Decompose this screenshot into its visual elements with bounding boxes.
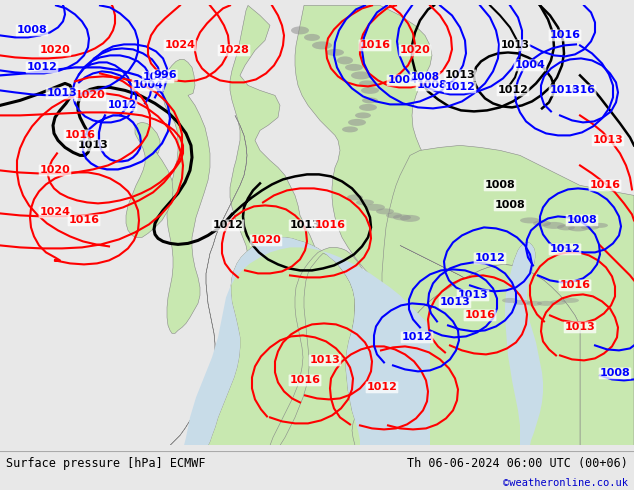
- Text: 1012: 1012: [108, 100, 136, 110]
- Text: 1008: 1008: [567, 216, 597, 225]
- Text: 1012: 1012: [212, 220, 243, 230]
- Text: 1013: 1013: [47, 88, 77, 98]
- Polygon shape: [430, 243, 543, 445]
- Ellipse shape: [393, 215, 411, 220]
- Text: 1016: 1016: [290, 375, 321, 386]
- Text: ©weatheronline.co.uk: ©weatheronline.co.uk: [503, 478, 628, 488]
- Polygon shape: [395, 265, 580, 445]
- Ellipse shape: [342, 126, 358, 132]
- Text: 1013: 1013: [593, 135, 623, 146]
- Ellipse shape: [526, 301, 542, 306]
- Text: 1013: 1013: [290, 220, 320, 230]
- Text: 1013: 1013: [565, 322, 595, 332]
- Text: 1004: 1004: [133, 80, 164, 90]
- Text: Surface pressure [hPa] ECMWF: Surface pressure [hPa] ECMWF: [6, 457, 206, 470]
- Ellipse shape: [351, 72, 371, 79]
- Text: 1004: 1004: [515, 60, 545, 71]
- Text: 1004: 1004: [387, 75, 418, 85]
- Text: 1012: 1012: [550, 245, 581, 254]
- Ellipse shape: [513, 300, 531, 305]
- Ellipse shape: [550, 300, 566, 305]
- Text: 1008: 1008: [410, 73, 439, 82]
- Ellipse shape: [356, 199, 374, 205]
- Ellipse shape: [326, 49, 344, 56]
- Text: 1020: 1020: [39, 46, 70, 55]
- Text: 1008: 1008: [417, 80, 448, 90]
- Text: 1013: 1013: [444, 71, 476, 80]
- Ellipse shape: [345, 64, 363, 71]
- Text: 1012: 1012: [475, 253, 505, 264]
- Text: 1016: 1016: [314, 220, 346, 230]
- Ellipse shape: [347, 195, 363, 200]
- Text: 1000: 1000: [143, 73, 173, 82]
- Text: 1012: 1012: [498, 85, 528, 96]
- Text: 1008: 1008: [600, 368, 630, 378]
- Text: 1020: 1020: [250, 235, 281, 245]
- Text: 1020: 1020: [399, 46, 430, 55]
- Text: 1016: 1016: [564, 85, 595, 96]
- Text: 1024: 1024: [39, 207, 70, 218]
- Text: 1016: 1016: [68, 216, 100, 225]
- Polygon shape: [230, 5, 362, 445]
- Ellipse shape: [592, 223, 608, 228]
- Text: 1013: 1013: [550, 85, 580, 96]
- Ellipse shape: [520, 218, 540, 223]
- Text: 1013: 1013: [500, 40, 529, 50]
- Polygon shape: [270, 247, 385, 445]
- Ellipse shape: [502, 298, 518, 303]
- Text: 1012: 1012: [366, 382, 398, 392]
- Polygon shape: [163, 59, 210, 333]
- Ellipse shape: [365, 204, 385, 211]
- Polygon shape: [126, 122, 173, 237]
- Ellipse shape: [359, 104, 377, 111]
- Text: 1024: 1024: [164, 40, 195, 50]
- Ellipse shape: [359, 80, 375, 86]
- Polygon shape: [168, 237, 430, 445]
- Ellipse shape: [355, 112, 371, 119]
- Text: 1028: 1028: [219, 46, 249, 55]
- Text: 1008: 1008: [484, 180, 515, 191]
- Text: 1012: 1012: [401, 332, 432, 343]
- Ellipse shape: [386, 212, 402, 219]
- Text: 1020: 1020: [75, 90, 105, 100]
- Text: 1016: 1016: [65, 130, 96, 141]
- Ellipse shape: [557, 224, 575, 230]
- Text: 1013: 1013: [458, 291, 488, 300]
- Text: 1012: 1012: [27, 62, 58, 73]
- Ellipse shape: [362, 98, 378, 103]
- Ellipse shape: [400, 215, 420, 222]
- Text: 1020: 1020: [39, 166, 70, 175]
- Text: 1008: 1008: [16, 25, 48, 35]
- Text: 1012: 1012: [444, 82, 476, 93]
- Text: 1013: 1013: [439, 297, 470, 307]
- Polygon shape: [170, 116, 360, 445]
- Text: 1016: 1016: [550, 30, 581, 40]
- Text: 1016: 1016: [465, 310, 496, 320]
- Text: 1016: 1016: [559, 280, 590, 291]
- Ellipse shape: [568, 225, 588, 231]
- Ellipse shape: [561, 298, 579, 303]
- Ellipse shape: [337, 56, 353, 64]
- Ellipse shape: [348, 119, 366, 126]
- Ellipse shape: [304, 34, 320, 41]
- Ellipse shape: [533, 220, 551, 226]
- Ellipse shape: [581, 225, 599, 230]
- Polygon shape: [395, 243, 580, 445]
- Text: 996: 996: [153, 71, 177, 80]
- Ellipse shape: [376, 208, 394, 215]
- Ellipse shape: [361, 87, 379, 94]
- Polygon shape: [295, 5, 432, 445]
- Text: Th 06-06-2024 06:00 UTC (00+06): Th 06-06-2024 06:00 UTC (00+06): [407, 457, 628, 470]
- Text: 1016: 1016: [359, 40, 391, 50]
- Text: 1013: 1013: [77, 141, 108, 150]
- Ellipse shape: [537, 301, 555, 306]
- Text: 1013: 1013: [309, 355, 340, 366]
- Ellipse shape: [312, 41, 332, 49]
- Ellipse shape: [543, 222, 565, 229]
- Polygon shape: [382, 146, 634, 445]
- Ellipse shape: [291, 26, 309, 34]
- Text: 1016: 1016: [590, 180, 621, 191]
- Text: 1008: 1008: [495, 200, 526, 210]
